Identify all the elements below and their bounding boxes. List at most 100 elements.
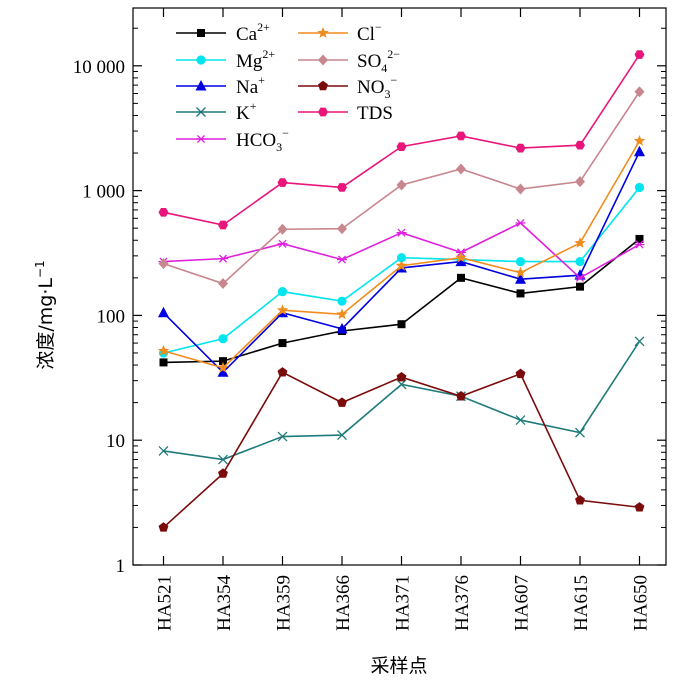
- data-point-marker: [575, 427, 585, 438]
- x-tick-label: HA354: [214, 575, 235, 631]
- data-point-marker: [514, 266, 527, 278]
- legend-label-text: NO: [357, 77, 384, 98]
- y-axis-title: 浓度/mg·L−1: [33, 260, 57, 369]
- data-point-marker: [277, 223, 288, 235]
- data-point-marker: [196, 55, 206, 65]
- data-point-marker: [317, 27, 329, 38]
- data-point-marker: [277, 178, 288, 187]
- legend-label-sub: 3: [276, 140, 282, 154]
- legend-label: SO42−: [357, 47, 400, 75]
- data-point-marker: [337, 430, 347, 440]
- legend-label-sup: +: [258, 73, 265, 87]
- legend-label-text: K: [236, 103, 250, 124]
- data-point-marker: [197, 29, 205, 37]
- data-point-marker: [575, 495, 585, 505]
- data-point-marker: [455, 255, 467, 267]
- data-point-marker: [157, 344, 170, 356]
- legend-label: Cl−: [357, 20, 382, 45]
- series-cl: [157, 134, 646, 373]
- data-point-marker: [337, 397, 347, 407]
- y-axis: 1 10 100 1 000 10 000: [73, 27, 666, 577]
- legend: Ca2+Mg2+Na+K+HCO3−Cl−SO42−NO3−TDS: [176, 20, 400, 154]
- data-point-marker: [278, 339, 287, 348]
- x-tick-label: HA521: [155, 575, 176, 631]
- data-point-marker: [337, 255, 347, 264]
- legend-label: K+: [236, 99, 257, 124]
- data-point-marker: [158, 522, 169, 532]
- data-point-marker: [575, 273, 585, 282]
- legend-label-text: Ca: [236, 24, 258, 45]
- legend-label-sup: +: [250, 99, 257, 113]
- data-point-marker: [318, 54, 328, 66]
- legend-label-text: SO: [357, 51, 381, 72]
- y-tick-label: 1 000: [82, 182, 125, 203]
- y-tick-label: 10 000: [73, 57, 125, 78]
- legend-label: TDS: [357, 103, 393, 124]
- legend-item: Ca2+: [176, 20, 270, 45]
- x-axis: HA521 HA354 HA359 HA366 HA371 HA376 HA607 HA615…: [155, 8, 652, 631]
- data-point-marker: [575, 140, 585, 150]
- data-point-marker: [634, 50, 645, 59]
- legend-label-sup: 2+: [262, 47, 275, 61]
- data-point-marker: [277, 367, 288, 377]
- x-tick-label: HA371: [393, 575, 414, 631]
- data-point-marker: [634, 145, 645, 157]
- legend-item: Mg2+: [176, 47, 275, 72]
- data-point-marker: [634, 502, 645, 512]
- data-point-marker: [396, 228, 407, 237]
- data-point-marker: [515, 273, 526, 284]
- data-point-marker: [633, 134, 646, 146]
- legend-item: SO42−: [298, 47, 400, 75]
- legend-label-sup: −: [282, 126, 289, 140]
- data-point-marker: [337, 296, 347, 306]
- data-point-marker: [576, 282, 584, 291]
- data-point-marker: [276, 304, 289, 316]
- series-line: [163, 54, 641, 226]
- legend-label-text: HCO: [236, 130, 276, 151]
- data-point-marker: [515, 256, 526, 267]
- x-tick-label: HA366: [333, 575, 354, 631]
- data-point-marker: [277, 431, 288, 442]
- legend-item: Na+: [176, 73, 265, 98]
- series-mg: [158, 182, 645, 358]
- legend-item: K+: [176, 99, 257, 124]
- series-so: [158, 86, 645, 290]
- legend-label-text: Na: [236, 77, 259, 98]
- data-point-marker: [516, 289, 525, 298]
- data-point-marker: [337, 223, 347, 235]
- legend-label-sub: 4: [381, 61, 387, 75]
- legend-label-sub: 3: [384, 87, 390, 101]
- series-k: [158, 336, 645, 465]
- data-point-marker: [218, 254, 228, 263]
- data-point-marker: [217, 361, 229, 373]
- y-axis-title-main: 浓度/mg·L: [35, 278, 57, 370]
- data-point-marker: [397, 320, 406, 329]
- data-point-marker: [218, 278, 228, 290]
- data-point-marker: [336, 308, 348, 320]
- data-point-marker: [196, 107, 206, 117]
- legend-label: Na+: [236, 73, 265, 98]
- data-point-marker: [318, 107, 328, 117]
- data-point-marker: [218, 468, 228, 478]
- data-point-marker: [277, 287, 288, 297]
- data-point-marker: [219, 357, 227, 366]
- legend-item: HCO3−: [176, 126, 289, 154]
- x-tick-label: HA376: [452, 575, 473, 631]
- data-point-marker: [195, 80, 207, 91]
- data-point-marker: [574, 237, 586, 248]
- data-point-marker: [196, 134, 206, 144]
- data-point-marker: [159, 358, 168, 367]
- series-layer: [157, 50, 646, 532]
- data-point-marker: [217, 366, 229, 377]
- x-axis-title: 采样点: [370, 655, 427, 677]
- y-axis-title-sup: −1: [33, 260, 47, 278]
- data-point-marker: [457, 273, 465, 282]
- plot-border: [132, 7, 667, 566]
- data-point-marker: [634, 182, 645, 193]
- data-point-marker: [455, 251, 467, 263]
- data-point-marker: [456, 131, 466, 141]
- x-tick-label: HA359: [274, 575, 295, 631]
- data-point-marker: [318, 80, 328, 91]
- legend-label-sup: −: [375, 20, 382, 34]
- data-point-marker: [634, 240, 645, 249]
